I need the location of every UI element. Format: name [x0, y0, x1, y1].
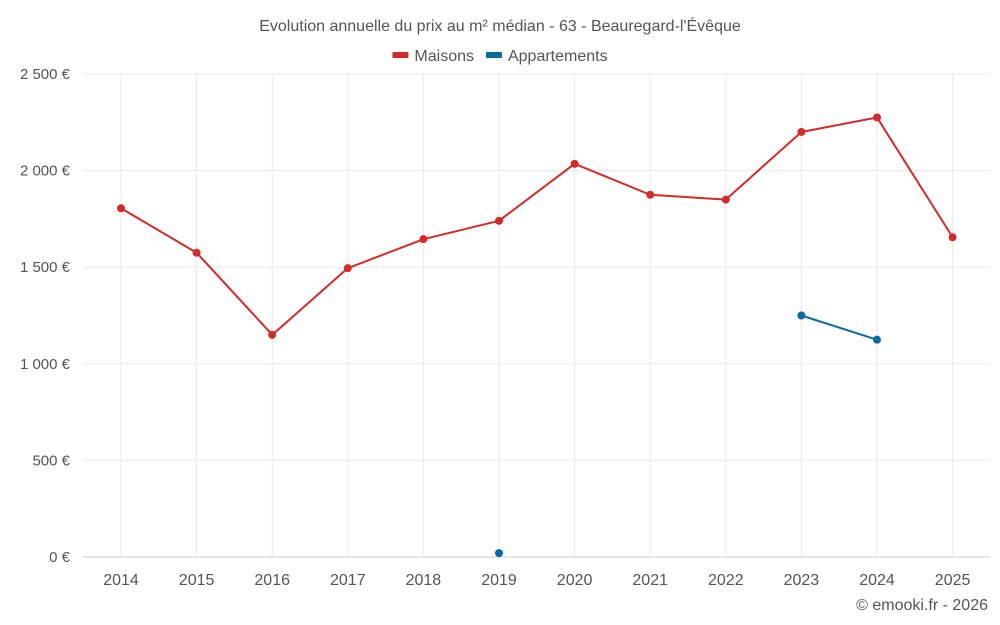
data-point-appartements[interactable] — [797, 311, 806, 320]
data-point-maisons[interactable] — [797, 127, 806, 136]
y-axis: 0 € 500 € 1 000 € 1 500 € 2 000 € 2 500 € — [20, 66, 71, 566]
series-maisons — [117, 113, 957, 339]
x-tick-label: 2017 — [330, 572, 366, 589]
series-line-maisons — [120, 116, 954, 336]
legend-swatch — [485, 52, 502, 58]
y-tick-label: 500 € — [32, 452, 70, 469]
x-tick-label: 2022 — [708, 572, 744, 589]
x-tick-label: 2015 — [179, 572, 215, 589]
x-axis: 2014 2015 2016 2017 2018 2019 2020 2021 2022 2023… — [83, 556, 990, 589]
x-tick-label: 2025 — [935, 572, 971, 589]
data-point-maisons[interactable] — [570, 159, 579, 168]
chart-title: Evolution annuelle du prix au m² médian … — [259, 16, 741, 35]
legend-item-maisons[interactable]: Maisons — [392, 48, 474, 65]
x-tick-label: 2020 — [557, 572, 593, 589]
x-tick-label: 2018 — [406, 572, 442, 589]
data-point-appartements[interactable] — [495, 549, 503, 558]
data-point-appartements[interactable] — [873, 335, 881, 344]
data-point-maisons[interactable] — [873, 113, 881, 122]
x-tick-label: 2019 — [481, 572, 517, 589]
y-tick-label: 1 000 € — [20, 356, 71, 373]
data-point-maisons[interactable] — [948, 233, 957, 242]
legend-item-appartements[interactable]: Appartements — [485, 48, 608, 65]
series-line-appartements — [801, 314, 878, 341]
data-point-maisons[interactable] — [117, 204, 125, 213]
series-layer — [117, 113, 957, 558]
legend-label: Appartements — [508, 48, 608, 65]
legend-label: Maisons — [414, 48, 474, 65]
y-tick-label: 2 000 € — [20, 163, 71, 180]
legend-swatch — [392, 52, 409, 58]
x-tick-label: 2024 — [859, 572, 895, 589]
legend[interactable]: Maisons Appartements — [392, 48, 608, 65]
data-point-maisons[interactable] — [268, 330, 277, 339]
x-tick-label: 2014 — [103, 572, 139, 589]
credit-text: © emooki.fr - 2026 — [856, 597, 988, 614]
grid — [83, 73, 990, 557]
data-point-maisons[interactable] — [343, 264, 352, 273]
y-tick-label: 1 500 € — [20, 259, 71, 276]
data-point-maisons[interactable] — [721, 195, 730, 204]
data-point-maisons[interactable] — [495, 216, 503, 225]
y-tick-label: 2 500 € — [20, 66, 71, 83]
x-tick-label: 2021 — [632, 572, 668, 589]
x-tick-label: 2016 — [254, 572, 290, 589]
y-tick-label: 0 € — [49, 549, 71, 566]
data-point-maisons[interactable] — [192, 248, 201, 257]
series-appartements — [495, 311, 881, 558]
x-tick-label: 2023 — [784, 572, 820, 589]
data-point-maisons[interactable] — [419, 235, 428, 244]
data-point-maisons[interactable] — [646, 190, 655, 199]
